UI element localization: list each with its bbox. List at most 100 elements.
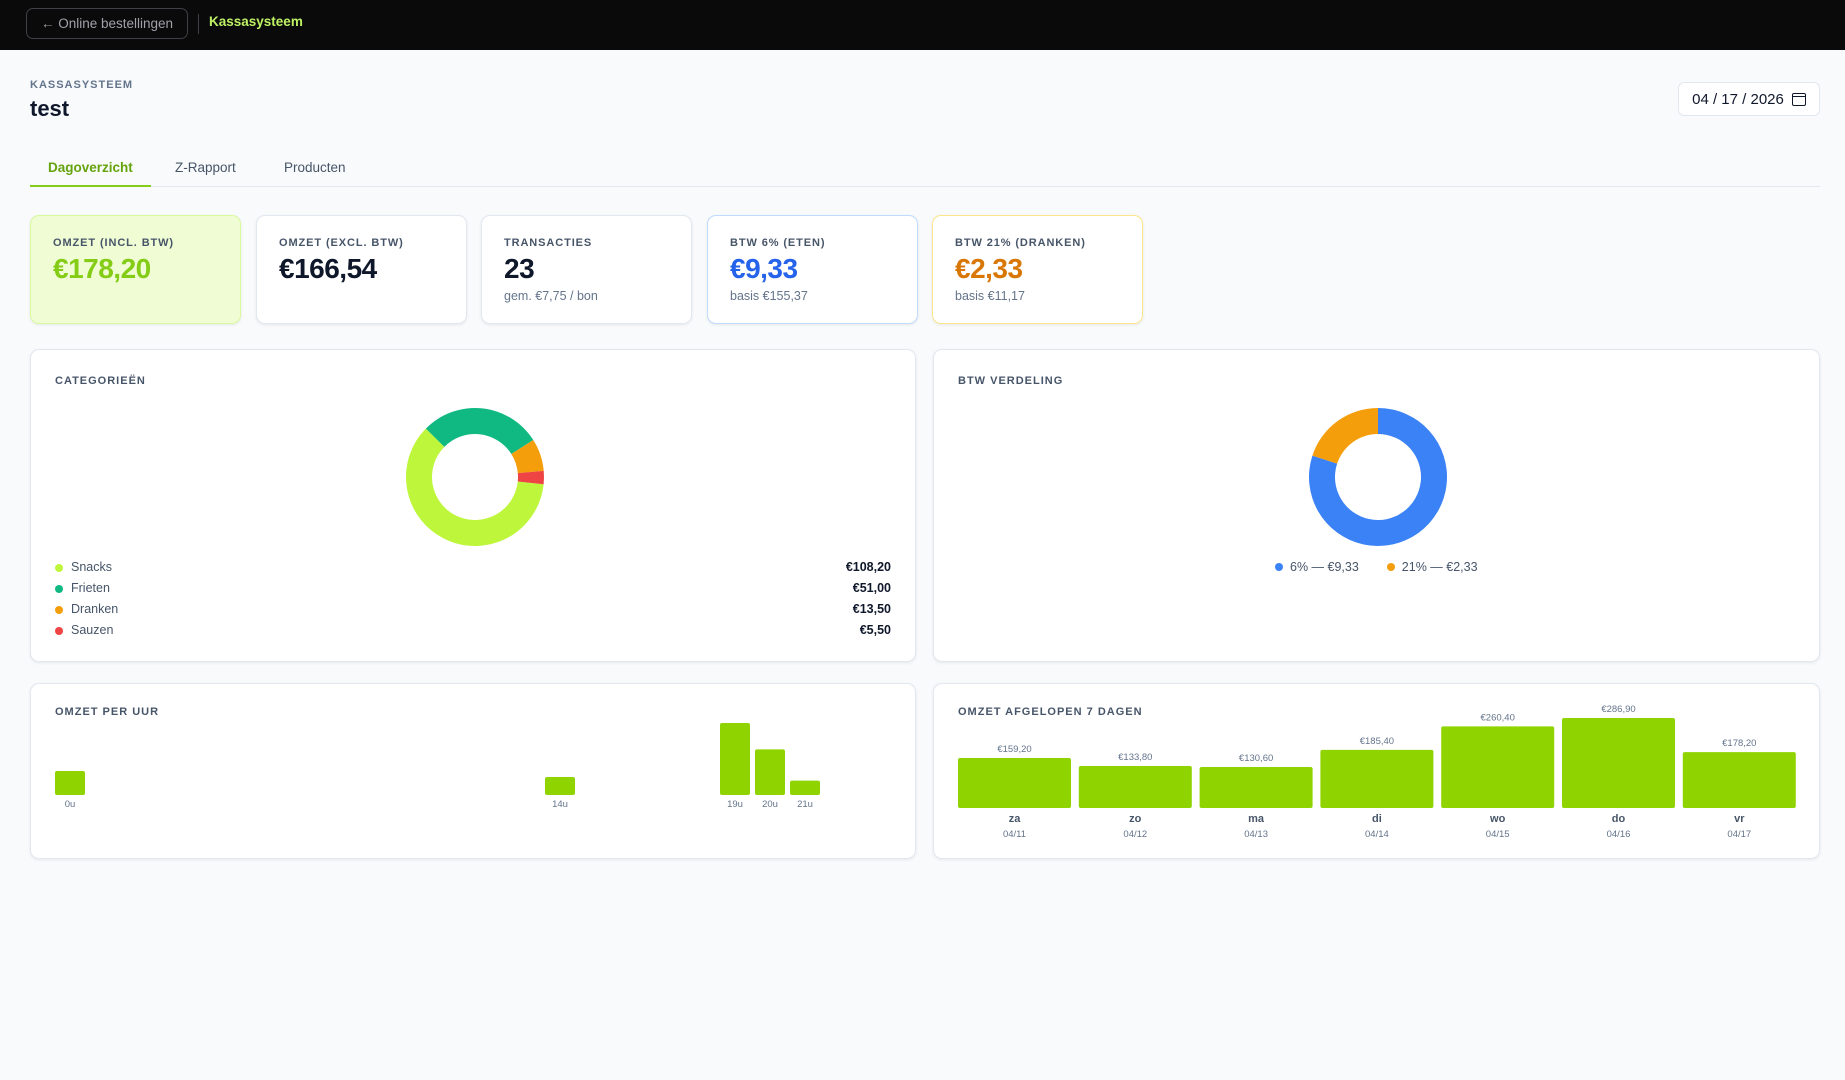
kpi-label: TRANSACTIES [504, 237, 593, 249]
weekly-bar-zo [1078, 766, 1192, 808]
date-value: 04 / 17 / 2026 [1692, 90, 1784, 108]
date-picker-input[interactable]: 04 / 17 / 2026 [1678, 82, 1820, 116]
kpi-value: €2,33 [955, 253, 1023, 284]
weekly-value-label: €286,90 [1601, 704, 1635, 715]
category-slice-snacks [406, 428, 544, 546]
weekly-day-label: zo [1129, 813, 1142, 825]
legend-label: Sauzen [71, 623, 114, 637]
btw-panel: BTW VERDELING [933, 349, 1820, 662]
categories-donut-chart [406, 408, 544, 546]
weekly-date-label: 04/11 [1003, 829, 1026, 840]
back-to-online-orders-button[interactable]: ← Online bestellingen [26, 8, 188, 39]
weekly-bar-do [1562, 718, 1675, 808]
weekly-day-label: di [1372, 813, 1382, 825]
kpi-subtext: basis €155,37 [730, 289, 808, 303]
hourly-bar-14u [545, 777, 575, 795]
legend-value: €13,50 [852, 602, 891, 616]
btw-legend: 6% — €9,33 21% — €2,33 [1275, 560, 1478, 574]
page-title: test [30, 96, 70, 121]
tab-z-rapport[interactable]: Z-Rapport [175, 160, 236, 175]
weekly-value-label: €130,60 [1239, 753, 1273, 764]
tab-producten[interactable]: Producten [284, 160, 346, 175]
kpi-value: 23 [504, 253, 535, 284]
hourly-tick-label: 19u [727, 799, 743, 810]
legend-value: €51,00 [852, 581, 891, 595]
category-slice-dranken [511, 440, 544, 474]
weekly-panel: OMZET AFGELOPEN 7 DAGEN €159,20 za 04/11 €1… [933, 683, 1820, 859]
hourly-tick-label: 20u [762, 799, 778, 810]
kpi-card-btw-6: BTW 6% (ETEN) €9,33 basis €155,37 [707, 215, 918, 324]
panel-title: OMZET PER UUR [55, 706, 160, 718]
kpi-card-omzet-incl: OMZET (INCL. BTW) €178,20 [30, 215, 241, 324]
kpi-label: OMZET (EXCL. BTW) [279, 237, 404, 249]
panel-title: BTW VERDELING [958, 375, 1064, 387]
tab-bar: Dagoverzicht Z-Rapport Producten [30, 158, 1820, 187]
weekly-date-label: 04/14 [1365, 829, 1389, 840]
weekly-bar-wo [1441, 726, 1555, 808]
calendar-icon[interactable] [1791, 92, 1806, 106]
top-divider [198, 14, 199, 34]
legend-label: 6% — €9,33 [1290, 560, 1359, 574]
legend-row-snacks: Snacks €108,20 [55, 560, 891, 578]
weekly-value-label: €133,80 [1118, 752, 1152, 763]
kpi-subtext: basis €11,17 [955, 289, 1025, 303]
hourly-bar-21u [790, 780, 820, 795]
page-eyebrow: KASSASYSTEEM [30, 79, 134, 91]
legend-label: Frieten [71, 581, 110, 595]
legend-label: Snacks [71, 560, 112, 574]
weekly-date-label: 04/15 [1486, 829, 1510, 840]
legend-label: Dranken [71, 602, 119, 616]
legend-row-dranken: Dranken €13,50 [55, 602, 891, 620]
weekly-day-label: ma [1248, 813, 1265, 825]
btw-donut-chart [1309, 408, 1447, 546]
btw-legend-item-21: 21% — €2,33 [1386, 560, 1478, 574]
kpi-card-transacties: TRANSACTIES 23 gem. €7,75 / bon [481, 215, 692, 324]
weekly-value-label: €159,20 [997, 744, 1031, 755]
kpi-label: OMZET (INCL. BTW) [53, 237, 174, 249]
weekly-date-label: 04/12 [1123, 829, 1147, 840]
top-bar: ← Online bestellingen Kassasysteem [0, 0, 1845, 50]
weekly-bar-chart: €159,20 za 04/11 €133,80 zo 04/12 €130,60 ma 04/… [958, 704, 1796, 840]
weekly-bar-vr [1682, 752, 1796, 808]
legend-dot [1275, 563, 1283, 571]
hourly-tick-label: 14u [552, 799, 568, 810]
weekly-bar-za [958, 758, 1071, 808]
hourly-panel: OMZET PER UUR 0u 14u 19u 20u 21u [30, 683, 916, 859]
legend-dot [55, 606, 63, 614]
weekly-day-label: vr [1734, 813, 1745, 825]
hourly-tick-label: 21u [797, 799, 813, 810]
weekly-bar-ma [1199, 767, 1313, 808]
btw-legend-item-6: 6% — €9,33 [1275, 560, 1359, 574]
kpi-value: €166,54 [279, 253, 377, 284]
legend-dot [55, 564, 63, 572]
kpi-card-btw-21: BTW 21% (DRANKEN) €2,33 basis €11,17 [932, 215, 1143, 324]
weekly-value-label: €185,40 [1360, 736, 1394, 747]
weekly-bar-di [1320, 749, 1434, 808]
weekly-date-label: 04/16 [1607, 829, 1631, 840]
brand-label: Kassasysteem [209, 14, 303, 29]
hourly-bar-chart: 0u 14u 19u 20u 21u [55, 723, 820, 810]
category-slice-frieten [425, 408, 534, 454]
legend-dot [55, 585, 63, 593]
tab-dagoverzicht[interactable]: Dagoverzicht [30, 158, 151, 187]
legend-value: €108,20 [845, 560, 891, 574]
legend-row-frieten: Frieten €51,00 [55, 581, 891, 599]
weekly-value-label: €260,40 [1481, 712, 1515, 723]
weekly-date-label: 04/17 [1727, 829, 1751, 840]
hourly-bar-19u [720, 723, 750, 795]
weekly-value-label: €178,20 [1722, 738, 1756, 749]
panel-title: CATEGORIEËN [55, 375, 146, 387]
weekly-day-label: za [1009, 813, 1022, 825]
legend-label: 21% — €2,33 [1401, 560, 1478, 574]
kpi-label: BTW 21% (DRANKEN) [955, 237, 1086, 249]
btw-slice-6-9-33 [1309, 408, 1447, 546]
btw-slice-21-2-33 [1312, 408, 1378, 464]
legend-dot [1386, 563, 1395, 571]
hourly-bar-0u [55, 771, 85, 795]
kpi-value: €9,33 [730, 253, 798, 284]
kpi-subtext: gem. €7,75 / bon [504, 289, 598, 303]
panel-title: OMZET AFGELOPEN 7 DAGEN [958, 706, 1143, 718]
hourly-bar-20u [755, 749, 785, 795]
category-slice-sauzen [517, 470, 544, 485]
kpi-label: BTW 6% (ETEN) [730, 237, 826, 249]
